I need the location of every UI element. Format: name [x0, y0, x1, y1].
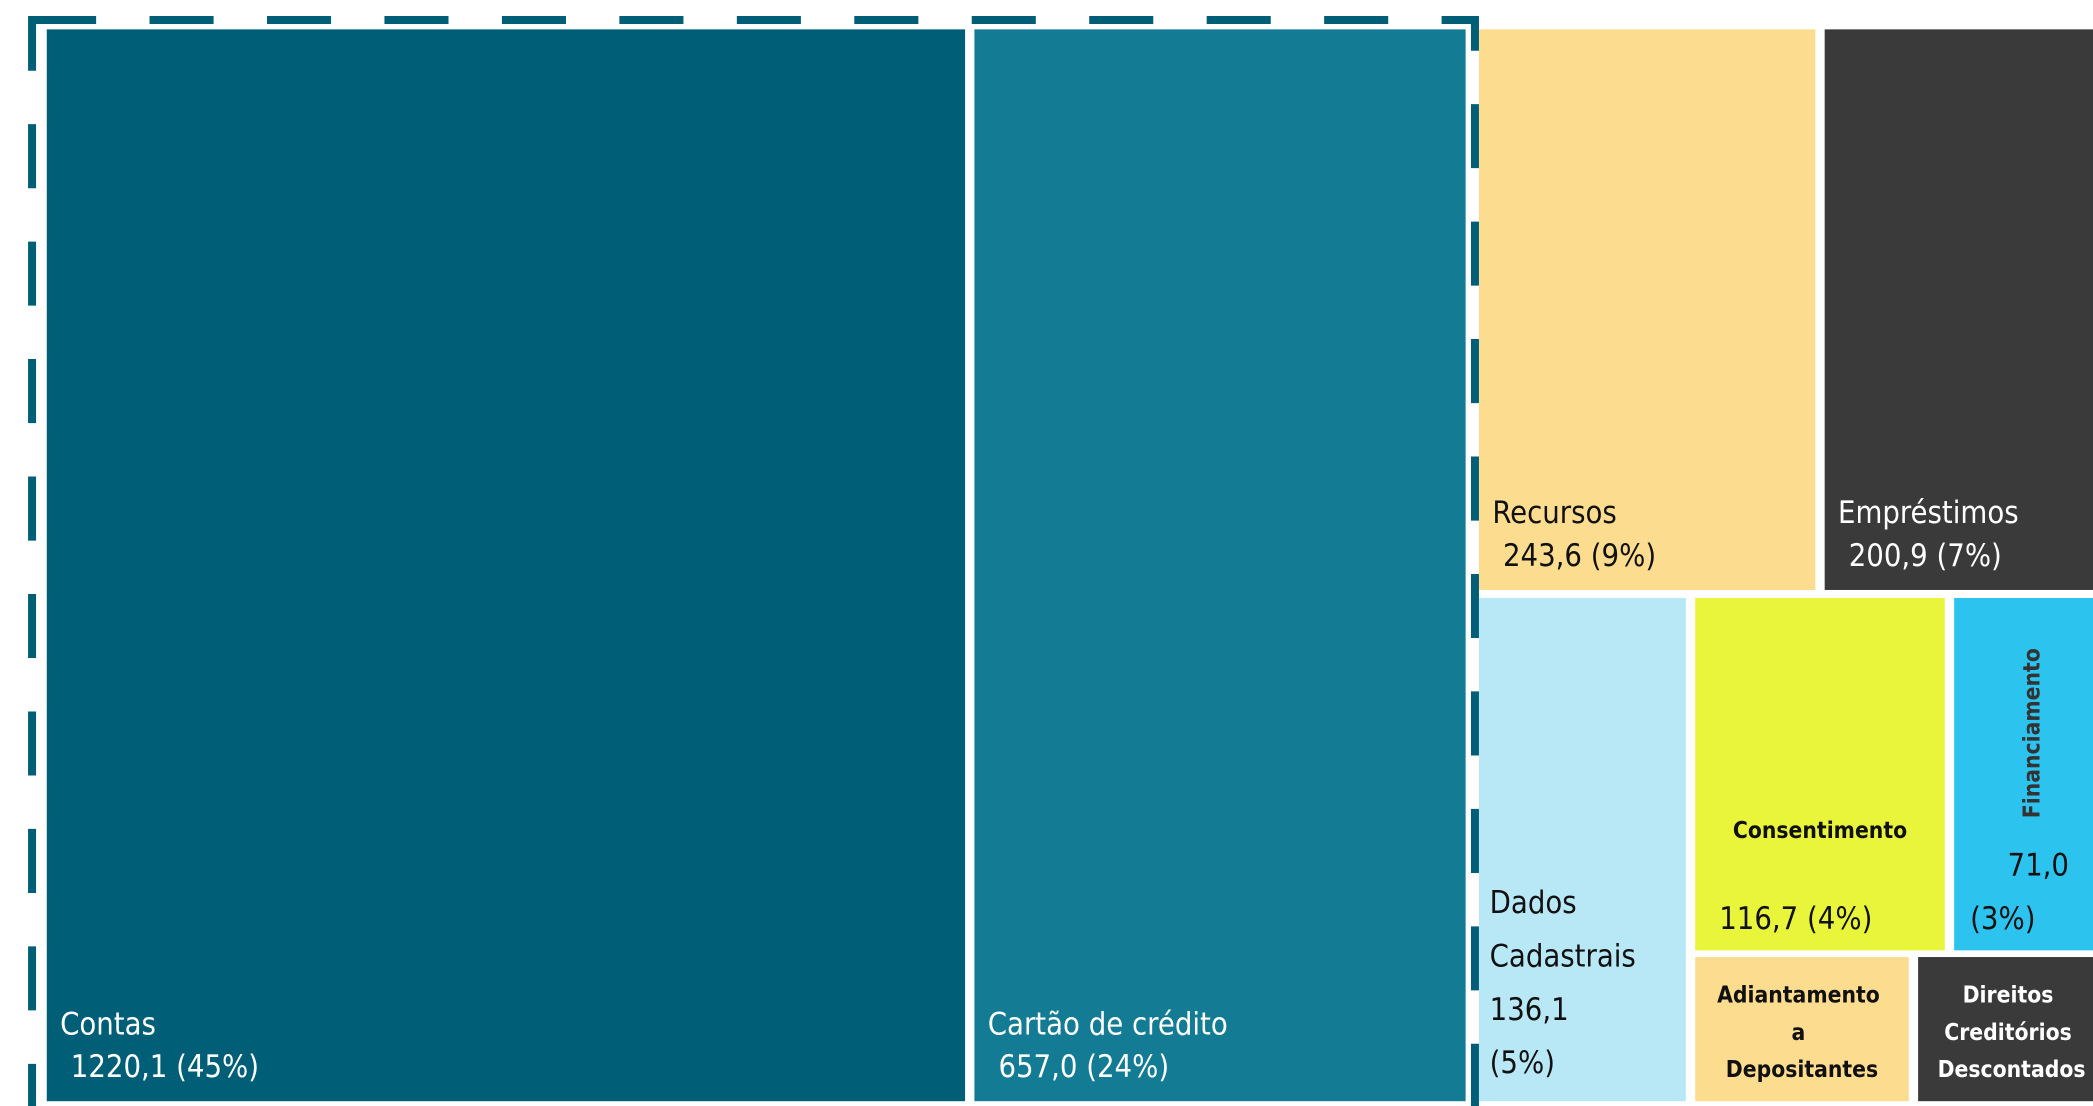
tile-label: Financiamento: [2020, 648, 2046, 818]
value-label: 1220,1 (45%): [71, 1050, 259, 1085]
tile: [1695, 957, 1909, 1102]
tile: [1918, 957, 2093, 1102]
tile-label: Direitos Creditórios Descontados: [1938, 982, 2086, 1083]
tile-label: Consentimento: [1733, 818, 1907, 844]
tile: [1954, 597, 2093, 951]
tile: [1824, 29, 2093, 590]
tile-label: Recursos: [1492, 496, 1616, 531]
value-label: 243,6 (9%): [1503, 539, 1656, 574]
value-label: 71,0 (3%): [1970, 849, 2078, 937]
tile-label: Cartão de crédito: [988, 1007, 1228, 1042]
tile: [1478, 597, 1686, 1102]
tile: [46, 29, 966, 1102]
tile-label: Contas: [60, 1007, 156, 1042]
value-label: 657,0 (24%): [998, 1050, 1169, 1085]
tile-label: Empréstimos: [1838, 496, 2019, 531]
tile: [974, 29, 1466, 1102]
tile-label: Dados Cadastrais: [1490, 886, 1636, 974]
tile: [1695, 597, 1945, 951]
value-label: 116,7 (4%): [1719, 902, 1872, 937]
value-label: 136,1 (5%): [1490, 993, 1578, 1081]
tile-label: Adiantamento a Depositantes: [1717, 982, 1887, 1083]
value-label: 200,9 (7%): [1849, 539, 2002, 574]
tile: [1478, 29, 1816, 590]
group-outline: [28, 16, 1479, 1106]
